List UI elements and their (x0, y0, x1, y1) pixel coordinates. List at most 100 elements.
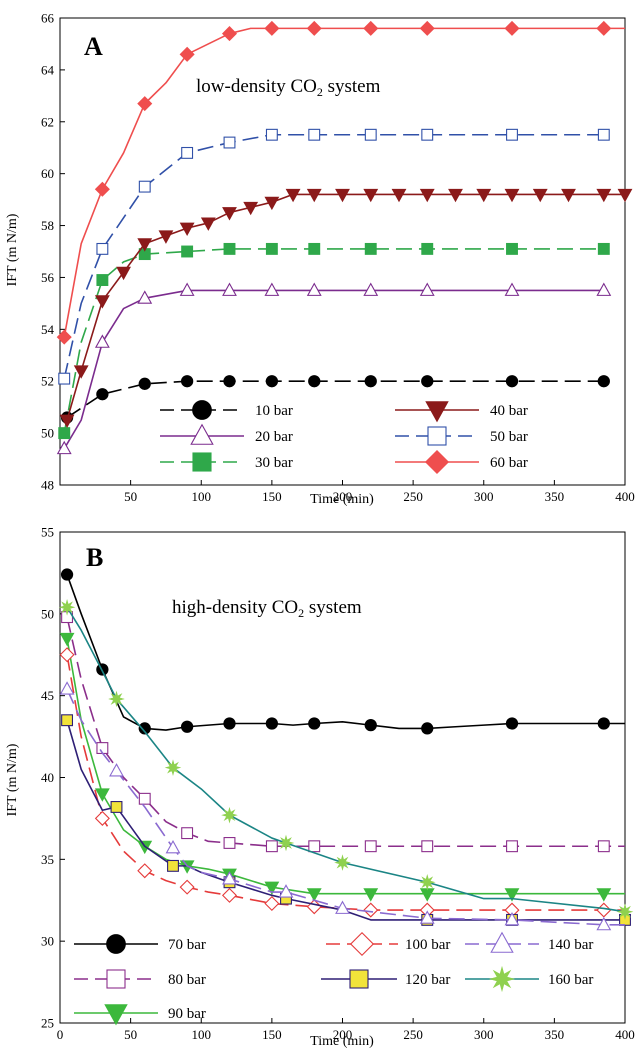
data-point-40-bar (158, 230, 174, 244)
series-line-100-bar (66, 654, 625, 911)
y-tick-label: 48 (41, 478, 54, 493)
y-tick-label: 55 (41, 525, 54, 540)
data-point-50-bar (58, 372, 71, 385)
legend-label-100-bar: 100 bar (405, 937, 450, 953)
y-tick-label: 52 (41, 374, 54, 389)
series-line-50-bar (63, 133, 604, 379)
data-point-70-bar (421, 722, 434, 735)
data-point-140-bar (419, 910, 435, 924)
data-point-160-bar (221, 806, 238, 824)
data-point-70-bar (180, 720, 194, 733)
data-point-40-bar (179, 222, 195, 237)
data-point-10-bar (597, 375, 610, 388)
data-point-140-bar (109, 763, 124, 777)
x-tick-label: 400 (615, 489, 635, 504)
data-point-40-bar (504, 188, 520, 203)
series-line-140-bar (66, 688, 625, 926)
data-point-70-bar (60, 568, 74, 581)
data-point-60-bar (221, 26, 238, 42)
panel-a-annotation-prefix: low-density CO (196, 76, 317, 97)
data-point-20-bar (137, 290, 153, 304)
y-tick-label: 54 (41, 322, 55, 337)
y-tick-label: 25 (41, 1016, 54, 1031)
x-tick-label: 300 (474, 1027, 494, 1042)
data-point-30-bar (308, 242, 321, 255)
legend-label-10-bar: 10 bar (255, 403, 293, 419)
x-tick-label: 50 (124, 489, 137, 504)
panel-b-series (58, 568, 634, 931)
data-point-20-bar (264, 282, 280, 296)
data-point-80-bar (364, 840, 377, 853)
data-point-80-bar (138, 792, 151, 805)
x-tick-label: 350 (545, 489, 565, 504)
y-tick-label: 64 (41, 62, 55, 77)
legend-label-60-bar: 60 bar (490, 455, 528, 471)
data-point-40-bar (419, 188, 435, 203)
series-line-60-bar (63, 27, 625, 338)
data-point-70-bar (308, 717, 321, 730)
x-tick-label: 150 (262, 489, 282, 504)
data-point-40-bar (363, 188, 379, 203)
panel-a-series (56, 20, 633, 455)
legend-marker-20-bar (190, 423, 214, 445)
data-point-20-bar (56, 440, 72, 455)
data-point-120-bar (110, 801, 123, 813)
data-point-50-bar (138, 180, 151, 193)
data-point-120-bar (167, 859, 179, 872)
data-point-30-bar (223, 242, 236, 255)
data-point-60-bar (264, 20, 280, 36)
data-point-160-bar (616, 903, 634, 921)
data-point-60-bar (56, 329, 72, 345)
y-tick-label: 40 (41, 770, 54, 785)
x-tick-label: 250 (403, 1027, 423, 1042)
data-point-40-bar (243, 201, 259, 216)
legend-label-50-bar: 50 bar (490, 429, 528, 445)
legend-marker-90-bar (104, 1004, 128, 1026)
data-point-50-bar (181, 146, 194, 159)
panel-a-axes: 48 50 52 54 56 58 60 62 64 66 50 100 150 200 250 300 350… (41, 11, 635, 505)
data-point-160-bar (334, 854, 351, 871)
legend-entry-60-bar: 60 bar (395, 449, 528, 475)
data-point-80-bar (308, 840, 321, 853)
data-point-30-bar (181, 245, 194, 258)
panel-b-legend: 70 bar 100 bar 140 bar 80 bar 120 bar 160 bar… (74, 931, 593, 1026)
y-tick-label: 50 (41, 606, 54, 621)
data-point-90-bar (264, 881, 280, 896)
data-point-140-bar (596, 916, 612, 931)
panel-a-chart: 48 50 52 54 56 58 60 62 64 66 50 100 150 200 250 300 350… (5, 11, 635, 508)
x-tick-label: 0 (57, 1027, 64, 1042)
data-point-70-bar (138, 722, 151, 735)
data-point-50-bar (96, 242, 109, 255)
y-tick-label: 58 (41, 218, 54, 233)
panel-b-annotation-prefix: high-density CO (172, 597, 298, 618)
series-line-20-bar (63, 289, 604, 450)
legend-label-40-bar: 40 bar (490, 403, 528, 419)
legend-entry-20-bar: 20 bar (160, 423, 293, 445)
data-point-160-bar (58, 598, 76, 616)
data-point-90-bar (306, 888, 322, 902)
data-point-40-bar (561, 188, 576, 203)
legend-label-120-bar: 120 bar (405, 972, 450, 988)
data-point-40-bar (94, 295, 110, 309)
data-point-30-bar (58, 427, 71, 440)
data-point-20-bar (306, 282, 322, 296)
data-point-10-bar (308, 375, 321, 388)
legend-marker-120-bar (349, 969, 369, 989)
data-point-50-bar (308, 128, 321, 141)
data-point-60-bar (596, 20, 612, 36)
data-point-60-bar (179, 46, 195, 62)
legend-entry-50-bar: 50 bar (395, 426, 528, 446)
data-point-10-bar (180, 375, 194, 388)
data-point-40-bar (59, 414, 75, 429)
series-30-bar (58, 242, 610, 440)
legend-entry-70-bar: 70 bar (74, 934, 206, 954)
data-point-80-bar (265, 840, 278, 853)
data-point-10-bar (364, 375, 377, 388)
legend-entry-80-bar: 80 bar (74, 969, 206, 989)
legend-label-80-bar: 80 bar (168, 972, 206, 988)
y-tick-label: 56 (41, 270, 55, 285)
data-point-90-bar (596, 888, 612, 902)
series-70-bar (60, 568, 625, 735)
data-point-40-bar (532, 188, 548, 203)
data-point-40-bar (222, 207, 237, 221)
